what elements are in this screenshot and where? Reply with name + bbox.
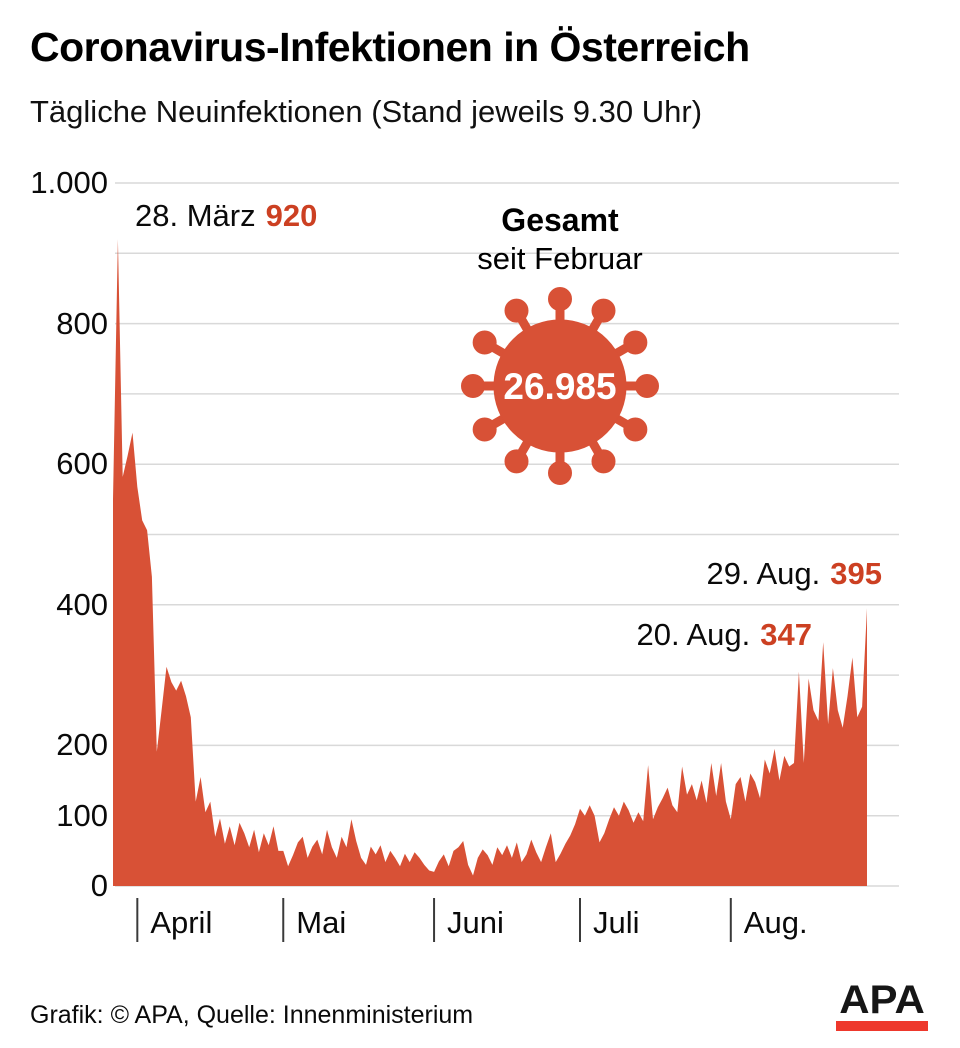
total-title: Gesamt	[501, 202, 619, 238]
y-axis-label: 100	[56, 797, 108, 833]
x-axis-label: Juni	[447, 905, 504, 940]
y-axis-label: 400	[56, 586, 108, 622]
total-subtitle: seit Februar	[477, 241, 643, 277]
total-block: Gesamt seit Februar	[410, 201, 710, 278]
virus-spike-tip	[548, 287, 572, 311]
virus-spike-tip	[623, 330, 648, 355]
virus-icon: 26.985	[460, 283, 660, 489]
virus-spike-tip	[623, 417, 648, 442]
virus-spike-tip	[591, 449, 616, 474]
virus-spike-tip	[461, 374, 485, 398]
y-axis-label: 600	[56, 446, 108, 482]
page-title: Coronavirus-Infektionen in Österreich	[30, 24, 750, 70]
y-axis-label: 200	[56, 727, 108, 763]
annotation-aug20-value: 347	[760, 617, 812, 652]
y-axis-label: 800	[56, 305, 108, 341]
annotation-aug29-date: 29. Aug.	[706, 556, 821, 591]
virus-body	[493, 319, 627, 453]
page-subtitle: Tägliche Neuinfektionen (Stand jeweils 9…	[30, 94, 703, 129]
source-credit: Grafik: © APA, Quelle: Innenministerium	[30, 1001, 474, 1029]
apa-logo: APA	[836, 978, 928, 1031]
virus-spike-tip	[504, 449, 529, 474]
virus-spike-tip	[591, 298, 616, 323]
annotation-aug29: 29. Aug. 395	[706, 556, 882, 592]
x-axis-label: Mai	[296, 905, 347, 940]
x-axis-label: Aug.	[743, 905, 808, 940]
virus-spike-tip	[472, 417, 497, 442]
x-axis-label: Juli	[592, 905, 640, 940]
annotation-aug20: 20. Aug. 347	[636, 617, 812, 653]
apa-logo-text: APA	[839, 978, 925, 1022]
y-axis-label: 1.000	[30, 165, 108, 200]
infection-area	[113, 239, 867, 886]
y-axis-label: 0	[90, 868, 108, 903]
annotation-aug29-value: 395	[830, 556, 882, 591]
annotation-aug20-date: 20. Aug.	[636, 617, 751, 652]
virus-spike-tip	[472, 330, 497, 355]
x-axis-label: April	[150, 905, 213, 940]
apa-logo-bar	[836, 1021, 928, 1031]
virus-spike-tip	[548, 461, 572, 485]
virus-spike-tip	[635, 374, 659, 398]
annotation-peak-date: 28. März	[135, 198, 256, 233]
annotation-peak-value: 920	[265, 198, 318, 233]
total-count: 26.985	[503, 366, 616, 407]
virus-spike-tip	[504, 298, 529, 323]
annotation-peak-march: 28. März 920	[135, 198, 317, 234]
